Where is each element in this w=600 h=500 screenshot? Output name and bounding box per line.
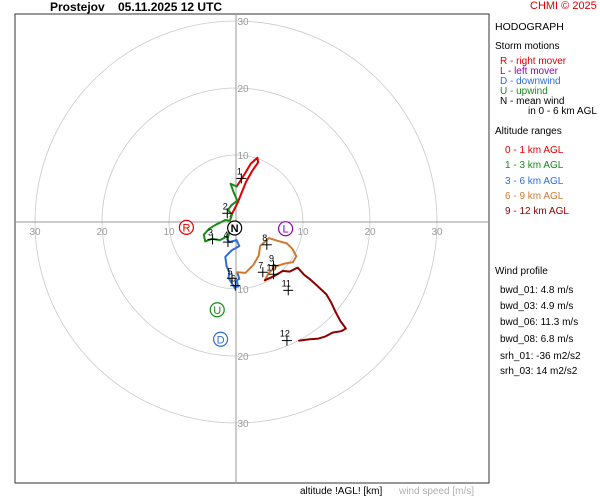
ring-label-down-10: 10 xyxy=(237,285,249,296)
legend-mean-wind: N - mean wind xyxy=(500,96,565,107)
altitude-mark-label-8: 8 xyxy=(262,233,267,243)
station-name: Prostejov xyxy=(50,0,105,14)
axis-tick-labels: 10 10 20 20 30 30 30 20 10 10 20 30 xyxy=(29,17,443,430)
legend-9-12km: 9 - 12 km AGL xyxy=(505,206,569,217)
altitude-mark-label-4: 4 xyxy=(223,230,228,240)
sounding-datetime: 05.11.2025 12 UTC xyxy=(118,0,223,14)
axis-label-left-20: 20 xyxy=(96,227,108,238)
legend-6-9km: 6 - 9 km AGL xyxy=(505,191,564,202)
axis-label-right-30: 30 xyxy=(431,227,443,238)
storm-marker-D xyxy=(212,331,229,347)
axis-label-left-30: 30 xyxy=(29,227,41,238)
wind-trace xyxy=(202,156,347,342)
altitude-ranges-title: Altitude ranges xyxy=(495,126,562,137)
storm-motions-title: Storm motions xyxy=(495,41,560,52)
axis-label-right-10: 10 xyxy=(297,227,309,238)
plot-frame xyxy=(14,13,490,484)
wind-trace-segment-2 xyxy=(202,182,239,243)
altitude-mark-label-7: 7 xyxy=(258,260,263,270)
legend-right-mover: R - right mover xyxy=(500,56,567,67)
srh-03: srh_03: 14 m2/s2 xyxy=(500,366,578,377)
panel-title: HODOGRAPH xyxy=(495,21,564,33)
hodograph-axes xyxy=(15,14,489,483)
srh-01: srh_01: -36 m2/s2 xyxy=(500,351,581,362)
storm-marker-label-N: N xyxy=(231,223,239,235)
legend-mean-wind-note: in 0 - 6 km AGL xyxy=(528,106,597,117)
bwd-08: bwd_08: 6.8 m/s xyxy=(500,334,574,345)
storm-marker-L xyxy=(277,221,294,237)
altitude-mark-label-1: 1 xyxy=(237,166,242,176)
legend-upwind: U - upwind xyxy=(500,86,548,97)
altitude-mark-label-12: 12 xyxy=(280,329,290,339)
ring-label-up-10: 10 xyxy=(237,151,249,162)
legend-left-mover: L - left mover xyxy=(500,66,558,77)
ring-label-down-30: 30 xyxy=(237,419,249,430)
storm-markers: R L N U D xyxy=(178,219,294,347)
wind-trace-segment-5 xyxy=(263,266,347,342)
storm-marker-label-L: L xyxy=(283,224,289,236)
storm-marker-R xyxy=(178,219,195,235)
wind-profile-title: Wind profile xyxy=(495,266,548,277)
storm-marker-label-D: D xyxy=(217,334,225,346)
axis-label-right-20: 20 xyxy=(364,227,376,238)
storm-marker-N xyxy=(227,220,243,236)
axis-label-left-10: 10 xyxy=(163,227,175,238)
storm-marker-U xyxy=(209,302,225,318)
storm-marker-label-R: R xyxy=(182,222,190,234)
wind-trace-segment-3 xyxy=(224,238,241,289)
wind-speed-unit-label: wind speed [m/s] xyxy=(399,486,475,497)
ring-label-up-30: 30 xyxy=(237,17,249,28)
ring-label-up-20: 20 xyxy=(237,84,249,95)
storm-marker-label-U: U xyxy=(213,305,221,317)
altitude-mark-label-5: 5 xyxy=(227,266,232,276)
wind-trace-segment-4 xyxy=(236,237,298,282)
copyright: CHMI © 2025 xyxy=(530,0,597,12)
legend-3-6km: 3 - 6 km AGL xyxy=(505,176,564,187)
bwd-01: bwd_01: 4.8 m/s xyxy=(500,285,574,296)
wind-trace-segment-1 xyxy=(229,156,260,218)
altitude-mark-label-11: 11 xyxy=(282,278,291,288)
altitude-mark-label-9: 9 xyxy=(269,254,274,264)
altitude-mark-label-6: 6 xyxy=(231,274,236,284)
legend-0-1km: 0 - 1 km AGL xyxy=(505,145,564,156)
altitude-unit-label: altitude !AGL! [km] xyxy=(300,486,383,497)
ring-label-down-20: 20 xyxy=(237,352,249,363)
legend-downwind: D - downwind xyxy=(500,76,561,87)
bwd-03: bwd_03: 4.9 m/s xyxy=(500,301,574,312)
altitude-mark-label-3: 3 xyxy=(208,227,213,237)
altitude-mark-label-2: 2 xyxy=(223,201,228,211)
bwd-06: bwd_06: 11.3 m/s xyxy=(500,317,579,328)
altitude-mark-label-10: 10 xyxy=(267,262,277,272)
legend-1-3km: 1 - 3 km AGL xyxy=(505,160,564,171)
